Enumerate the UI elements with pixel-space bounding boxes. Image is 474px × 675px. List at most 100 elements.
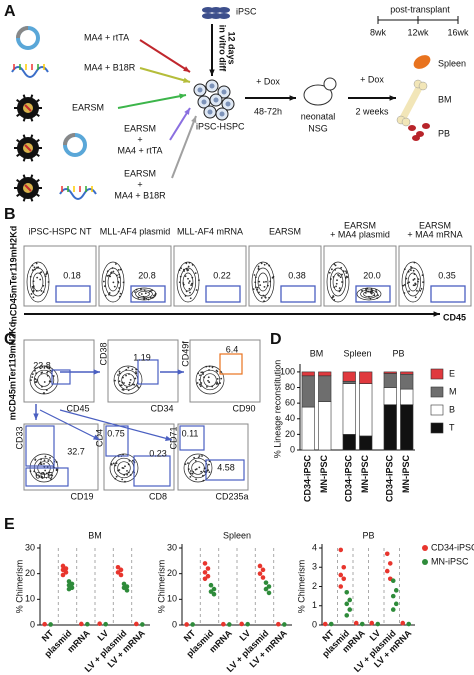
panel-label: C (4, 331, 16, 348)
flow-event (125, 386, 128, 389)
chart-title: PB (362, 530, 374, 540)
data-point (42, 621, 47, 627)
flow-event (258, 280, 261, 283)
data-point (257, 563, 263, 569)
virus-rna (24, 144, 32, 152)
bar-segment (359, 383, 373, 437)
y-tick-label: 0 (290, 444, 295, 454)
bar-segment (318, 371, 332, 377)
input-label: MA4 + B18R (114, 190, 166, 200)
flow-event (414, 296, 417, 299)
flow-event (193, 456, 195, 459)
step-label: + Dox (360, 74, 384, 84)
flow-event (40, 290, 43, 292)
data-point (263, 580, 269, 585)
data-point (328, 621, 334, 627)
axis-label: CD49f (180, 341, 190, 367)
chart-title: Spleen (223, 530, 251, 540)
gate-value: 0.22 (213, 270, 231, 280)
bar-segment (318, 375, 332, 402)
bone-end (418, 81, 428, 91)
data-point (227, 622, 232, 627)
flow-event (124, 465, 126, 468)
x-tick-label: CD34-iPSC (385, 455, 395, 503)
flow-event (341, 281, 343, 283)
flow-event (134, 377, 137, 380)
organ-label: BM (438, 94, 452, 104)
flow-contour (29, 365, 59, 395)
data-point (190, 622, 195, 627)
data-point (393, 588, 399, 593)
data-point (266, 590, 272, 596)
bone (399, 82, 424, 122)
flow-event (41, 475, 43, 478)
flow-event (35, 262, 38, 265)
hspc-nucleus (197, 87, 203, 93)
mrna (11, 66, 49, 78)
data-point (338, 584, 344, 589)
flow-event (260, 297, 263, 299)
flow-event (188, 287, 191, 290)
data-point (121, 585, 127, 591)
flow-event (191, 282, 193, 285)
flow-event (118, 370, 121, 373)
y-axis-label: % Chimerism (14, 560, 24, 614)
ipsc-colony (218, 7, 230, 13)
input-label: + (137, 179, 142, 189)
legend-label: T (449, 422, 455, 432)
flow-event (120, 384, 123, 387)
flow-contour (26, 261, 50, 303)
input-label: EARSM (124, 168, 156, 178)
flow-event (412, 279, 415, 281)
spleen (413, 55, 431, 69)
flow-event (216, 377, 219, 380)
data-point (384, 551, 390, 557)
flow-event (42, 392, 45, 395)
flow-plot (98, 245, 172, 307)
flow-contour (33, 369, 55, 391)
bar-segment (301, 406, 315, 451)
bar-segment (342, 434, 356, 451)
x-tick-label: MN-iPSC (360, 455, 370, 494)
flow-event (125, 374, 127, 377)
data-point (347, 597, 353, 603)
flow-event (335, 285, 337, 288)
data-point (390, 578, 396, 584)
legend-label: M (449, 386, 457, 396)
data-point (48, 622, 53, 627)
data-point (406, 621, 412, 627)
flow-event (32, 296, 35, 299)
data-point (115, 570, 121, 575)
gate (55, 285, 91, 303)
flow-event (201, 455, 203, 457)
flow-event (131, 459, 134, 462)
gate-value: 0.11 (182, 428, 199, 438)
flow-event (133, 383, 136, 386)
y-tick-label: 2 (312, 581, 317, 591)
rbc (412, 135, 420, 141)
mouse-label: NSG (308, 123, 328, 133)
flow-event (117, 269, 120, 271)
flow-event (189, 475, 192, 478)
data-point (205, 573, 211, 579)
flow-plot (23, 423, 99, 491)
flow-plot (248, 245, 322, 307)
flow-event (206, 385, 208, 388)
data-point (282, 622, 287, 627)
bone-end (401, 117, 411, 127)
flow-event (420, 287, 423, 290)
data-point (97, 621, 102, 627)
flow-event (137, 386, 140, 389)
flow-event (187, 277, 189, 280)
flow-contour (37, 373, 51, 387)
flow-event (200, 371, 203, 374)
flow-event (208, 381, 211, 384)
axis-label: CD235a (215, 491, 248, 501)
flow-event (365, 288, 367, 290)
gate-value: 20.8 (138, 270, 156, 280)
bar-segment (400, 388, 414, 406)
arrow-head (191, 116, 197, 123)
y-tick-label: 0 (172, 619, 177, 629)
flow-event (43, 381, 46, 383)
flow-event (409, 269, 412, 272)
